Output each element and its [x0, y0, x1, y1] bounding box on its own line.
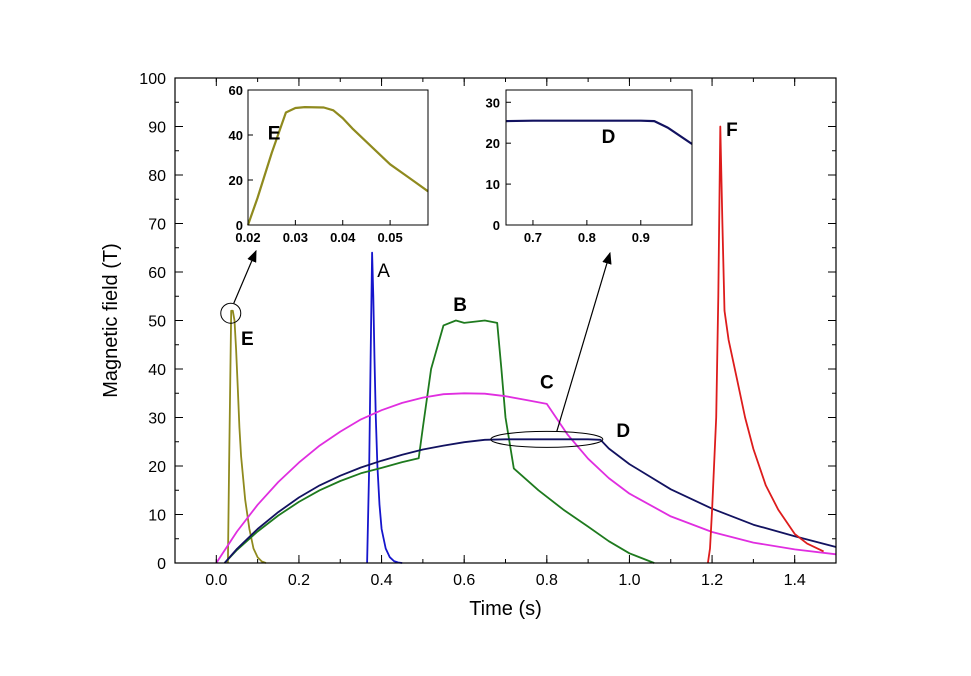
y-tick-label: 20	[148, 459, 166, 476]
y-tick-label: 80	[148, 168, 166, 185]
callout-arrow-e	[233, 249, 257, 304]
y-tick-label: 10	[148, 508, 166, 525]
series-line-e	[227, 309, 267, 564]
x-tick-label: 0.6	[453, 572, 475, 589]
callout-ellipse-d	[490, 430, 604, 448]
x-tick-label: 0.8	[578, 230, 596, 245]
curve-label-b: B	[453, 295, 467, 316]
x-tick-label: 1.0	[618, 572, 640, 589]
series-line-f	[707, 125, 824, 564]
y-tick-label: 30	[486, 95, 500, 110]
inset-d-plot: 0.7 0.8 0.9 0 10 20 30 D	[486, 89, 693, 245]
series-line-a	[366, 251, 403, 564]
y-tick-label: 70	[148, 217, 166, 234]
curve-label-d: D	[602, 127, 616, 148]
x-tick-label: 0.7	[524, 230, 542, 245]
series-line-e	[246, 106, 429, 226]
y-tick-label: 10	[486, 177, 500, 192]
y-tick-label: 100	[139, 71, 166, 88]
x-tick-label: 0.0	[205, 572, 227, 589]
x-tick-label: 0.04	[330, 230, 356, 245]
y-tick-label: 0	[493, 218, 500, 233]
y-tick-label: 0	[157, 556, 166, 573]
series-line-d	[223, 438, 837, 564]
series-line-c	[215, 392, 837, 564]
x-tick-label: 0.9	[632, 230, 650, 245]
x-tick-label: 0.03	[283, 230, 308, 245]
x-tick-label: 0.05	[377, 230, 402, 245]
curve-label-d: D	[616, 421, 630, 442]
y-tick-label: 50	[148, 314, 166, 331]
y-tick-label: 90	[148, 120, 166, 137]
x-tick-label: 0.4	[370, 572, 392, 589]
curve-label-e: E	[241, 329, 254, 350]
y-tick-label: 0	[236, 218, 243, 233]
x-tick-label: 0.02	[235, 230, 260, 245]
y-tick-label: 60	[148, 265, 166, 282]
inset-e-plot: 0.02 0.03 0.04 0.05 0 20 40 60 E	[229, 83, 429, 245]
x-tick-label: 0.8	[536, 572, 558, 589]
callout-circle-e	[220, 302, 242, 324]
x-tick-label: 1.2	[701, 572, 723, 589]
curve-label-e: E	[268, 124, 281, 145]
y-tick-label: 30	[148, 411, 166, 428]
y-tick-label: 60	[229, 83, 243, 98]
series-line-b	[223, 319, 655, 564]
y-tick-label: 40	[229, 128, 243, 143]
series-line-d	[505, 119, 693, 145]
y-tick-label: 40	[148, 362, 166, 379]
curve-label-c: C	[540, 372, 554, 393]
plot-frame	[247, 89, 429, 226]
curve-label-f: F	[726, 120, 738, 141]
curve-label-a: A	[377, 261, 390, 282]
x-tick-label: 1.4	[784, 572, 806, 589]
y-tick-label: 20	[486, 136, 500, 151]
x-axis-label: Time (s)	[469, 598, 542, 620]
y-axis-label: Magnetic field (T)	[100, 243, 122, 398]
x-tick-label: 0.2	[288, 572, 310, 589]
main-plot: 0.0 0.2 0.4 0.6 0.8 1.0 1.2 1.4 0 10 20 30 40 50 60 70 8…	[100, 71, 837, 620]
callout-annotations	[220, 249, 612, 448]
y-tick-label: 20	[229, 173, 243, 188]
plot-frame	[505, 89, 693, 226]
callout-arrow-d	[556, 251, 612, 432]
